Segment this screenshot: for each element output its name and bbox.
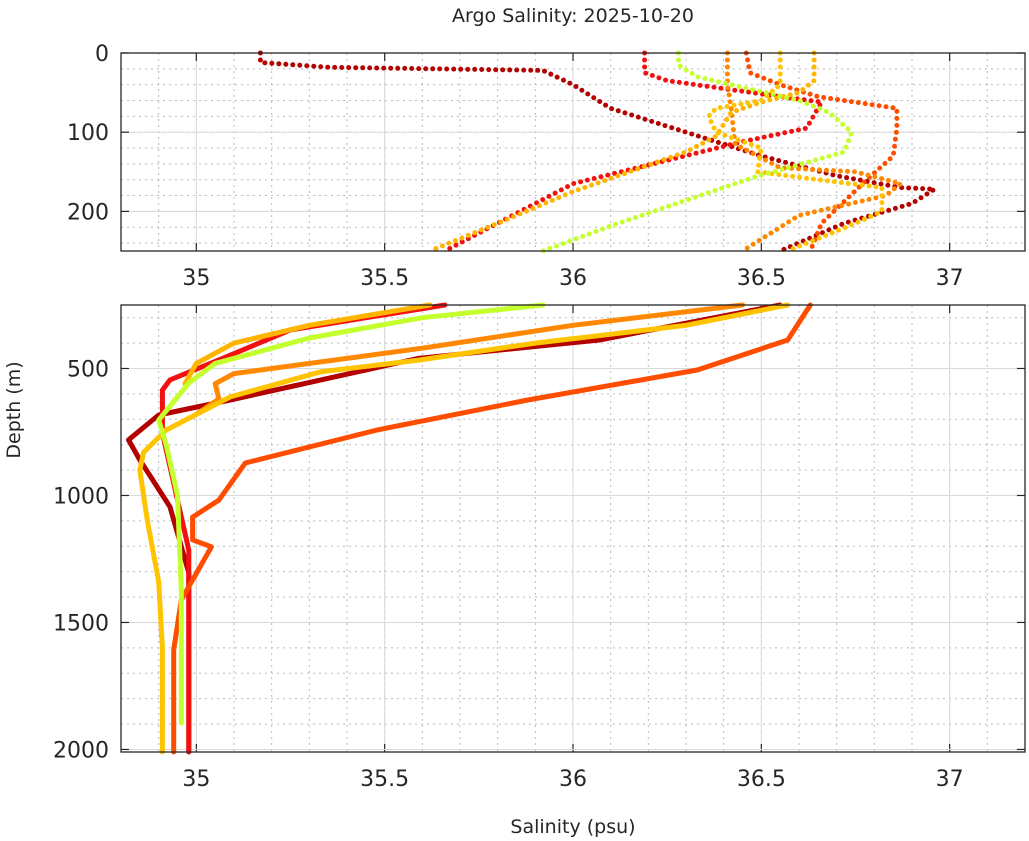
y-tick-label: 500 <box>67 357 109 382</box>
y-tick-label: 0 <box>95 42 109 67</box>
x-tick-label: 36.5 <box>737 266 786 291</box>
panel-lower: 35 35.5 36 36.5 37 500 1000 1500 2000 <box>53 302 1026 792</box>
profile-orange-line <box>724 50 904 254</box>
x-tick-label: 36 <box>559 266 587 291</box>
y-tick-label: 100 <box>67 121 109 146</box>
x-tick-label: 36 <box>559 767 587 792</box>
profile-orange-line <box>193 302 745 417</box>
y-tick-label: 1500 <box>53 611 109 636</box>
profile-yellow-green-line <box>156 302 546 726</box>
y-tick-label: 200 <box>67 200 109 225</box>
axes-frame <box>120 52 1026 252</box>
panels: 35 35.5 36 36.5 37 0 100 200 35 35.5 36 36.5 37 500 10… <box>53 42 1026 792</box>
y-tick-label: 1000 <box>53 484 109 509</box>
y-tick-label: 2000 <box>53 738 109 763</box>
x-tick-label: 35 <box>182 767 210 792</box>
x-tick-label: 37 <box>936 266 964 291</box>
x-tick-label: 35.5 <box>360 266 409 291</box>
profile-amber-line <box>706 50 885 254</box>
panel-upper: 35 35.5 36 36.5 37 0 100 200 <box>67 42 1026 291</box>
axes-frame <box>120 304 1026 753</box>
series-group <box>257 50 938 254</box>
x-tick-label: 36.5 <box>737 767 786 792</box>
profile-amber-short-line <box>182 302 433 387</box>
profile-orange-red-line <box>743 50 900 254</box>
x-axis-label: Salinity (psu) <box>510 816 635 838</box>
y-axis-label: Depth (m) <box>3 361 25 458</box>
profile-amber-short-line <box>427 50 817 254</box>
profile-amber-line <box>137 302 791 755</box>
x-tick-label: 35 <box>182 266 210 291</box>
x-tick-label: 37 <box>936 767 964 792</box>
chart-title: Argo Salinity: 2025-10-20 <box>452 5 694 27</box>
profile-yellow-green-line <box>540 50 855 254</box>
series-group <box>126 302 813 755</box>
profile-red-line <box>159 302 448 755</box>
x-tick-label: 35.5 <box>360 767 409 792</box>
